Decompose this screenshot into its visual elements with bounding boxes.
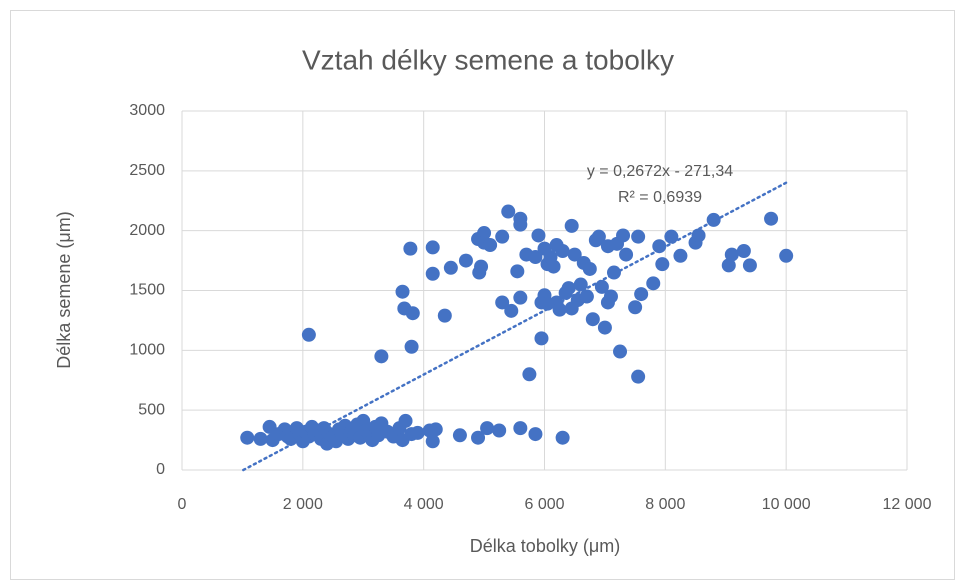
scatter-point xyxy=(613,344,628,359)
scatter-point xyxy=(522,367,537,382)
scatter-point xyxy=(655,257,670,272)
x-tick-label: 12 000 xyxy=(883,496,932,513)
scatter-point xyxy=(779,248,794,263)
scatter-point xyxy=(552,302,567,317)
scatter-point xyxy=(561,281,576,296)
scatter-point xyxy=(721,258,736,273)
scatter-point xyxy=(555,430,570,445)
x-axis-title: Délka tobolky (μm) xyxy=(470,536,620,556)
scatter-point xyxy=(425,434,440,449)
scatter-point xyxy=(492,423,507,438)
scatter-point xyxy=(528,249,543,264)
scatter-point xyxy=(474,259,489,274)
scatter-point xyxy=(673,248,688,263)
scatter-point xyxy=(591,229,606,244)
y-axis-title: Délka semene (μm) xyxy=(54,211,74,368)
scatter-point xyxy=(631,369,646,384)
scatter-point xyxy=(477,226,492,241)
y-tick-label: 2000 xyxy=(129,222,165,239)
scatter-point xyxy=(567,247,582,262)
scatter-point xyxy=(483,238,498,253)
scatter-point xyxy=(510,264,525,279)
y-tick-label: 1000 xyxy=(129,342,165,359)
scatter-point xyxy=(724,247,739,262)
scatter-point xyxy=(646,276,661,291)
scatter-point xyxy=(594,279,609,294)
scatter-point xyxy=(631,229,646,244)
scatter-point xyxy=(495,229,510,244)
scatter-point xyxy=(582,261,597,276)
y-tick-label: 2500 xyxy=(129,162,165,179)
trendline-label: R² = 0,6939 xyxy=(618,189,702,206)
x-tick-label: 10 000 xyxy=(762,496,811,513)
y-tick-label: 3000 xyxy=(129,102,165,119)
trendline-label: y = 0,2672x - 271,34 xyxy=(587,163,733,180)
scatter-point xyxy=(513,421,528,436)
trendline xyxy=(242,181,788,472)
chart-border xyxy=(10,10,955,580)
scatter-point xyxy=(664,229,679,244)
x-tick-label: 4 000 xyxy=(404,496,444,513)
scatter-point xyxy=(443,260,458,275)
scatter-point xyxy=(652,239,667,254)
scatter-point xyxy=(425,240,440,255)
scatter-point xyxy=(240,430,255,445)
scatter-point xyxy=(437,308,452,323)
scatter-point xyxy=(603,289,618,304)
scatter-point xyxy=(531,228,546,243)
scatter-point xyxy=(405,306,420,321)
x-tick-label: 2 000 xyxy=(283,496,323,513)
scatter-point xyxy=(504,303,519,318)
x-tick-label: 6 000 xyxy=(524,496,564,513)
scatter-point xyxy=(428,422,443,437)
scatter-point xyxy=(619,247,634,262)
scatter-point xyxy=(597,320,612,335)
scatter-point xyxy=(585,312,600,327)
scatter-point xyxy=(628,300,643,315)
scatter-point xyxy=(764,211,779,226)
scatter-point xyxy=(579,289,594,304)
scatter-point xyxy=(564,218,579,233)
scatter-point xyxy=(471,430,486,445)
scatter-point xyxy=(634,287,649,302)
scatter-point xyxy=(742,258,757,273)
scatter-point xyxy=(425,266,440,281)
scatter-point xyxy=(534,331,549,346)
scatter-point xyxy=(501,204,516,219)
scatter-point xyxy=(452,428,467,443)
scatter-point xyxy=(495,295,510,310)
scatter-point xyxy=(403,241,418,256)
scatter-point xyxy=(528,427,543,442)
scatter-point xyxy=(513,290,528,305)
x-tick-label: 0 xyxy=(178,496,187,513)
scatter-point xyxy=(410,425,425,440)
y-tick-label: 0 xyxy=(156,461,165,478)
x-tick-label: 8 000 xyxy=(645,496,685,513)
scatter-point xyxy=(555,244,570,259)
scatter-point xyxy=(513,217,528,232)
y-tick-label: 500 xyxy=(138,401,165,418)
scatter-point xyxy=(458,253,473,268)
y-tick-label: 1500 xyxy=(129,282,165,299)
scatter-point xyxy=(706,212,721,227)
scatter-point xyxy=(546,259,561,274)
scatter-point xyxy=(395,284,410,299)
scatter-point xyxy=(301,327,316,342)
scatter-point xyxy=(404,339,419,354)
scatter-point xyxy=(253,431,268,446)
scatter-point xyxy=(398,413,413,428)
scatter-point xyxy=(736,244,751,259)
chart-title: Vztah délky semene a tobolky xyxy=(302,44,674,75)
scatter-point xyxy=(616,228,631,243)
scatter-point xyxy=(480,421,495,436)
scatter-point xyxy=(573,277,588,292)
scatter-point xyxy=(374,349,389,364)
